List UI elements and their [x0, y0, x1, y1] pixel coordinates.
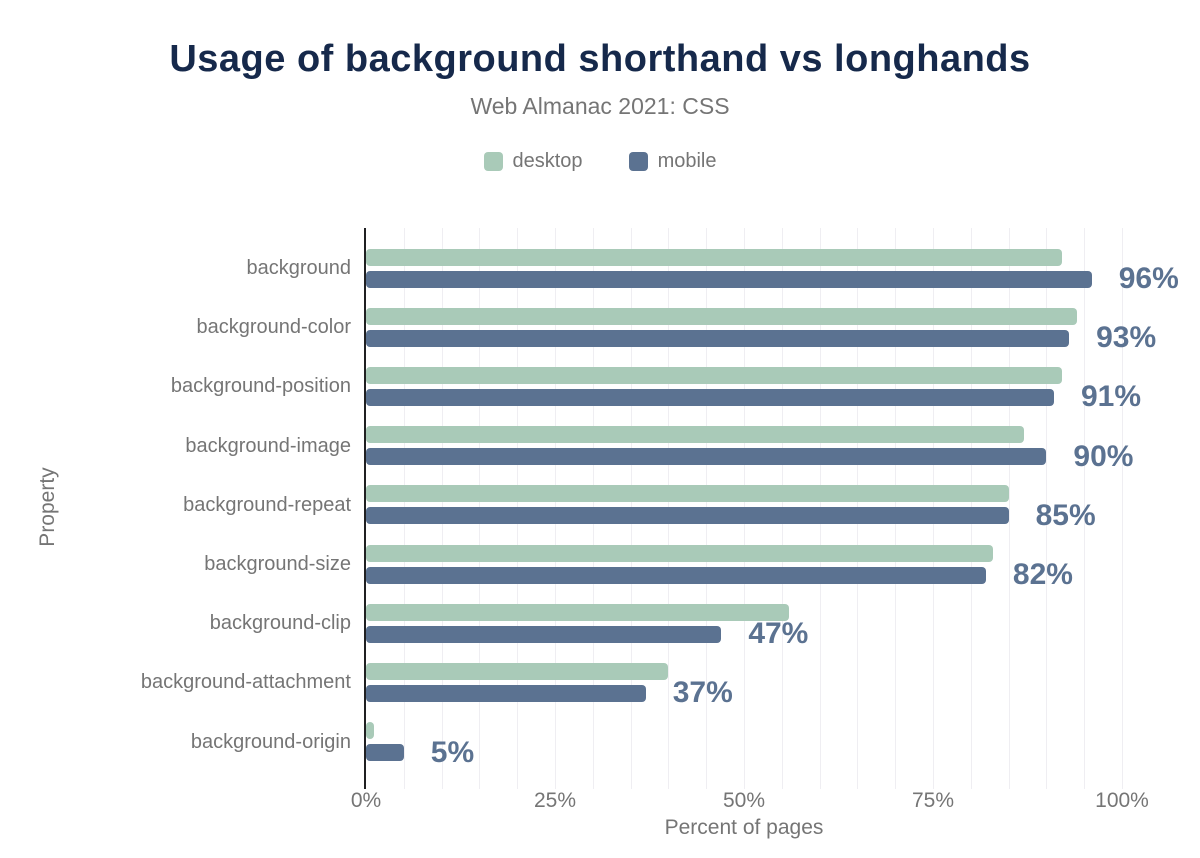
gridline-85	[1008, 228, 1010, 789]
desktop-bar	[366, 307, 1077, 325]
mobile-bar	[366, 744, 404, 762]
legend-item-mobile: mobile	[628, 150, 717, 173]
mobile-bar	[366, 448, 1047, 466]
desktop-swatch-icon	[483, 152, 503, 171]
y-axis-title: Property	[36, 467, 59, 547]
category-label: background-position	[170, 375, 351, 398]
category-label: background-color	[196, 316, 351, 339]
category-label: background-image	[185, 434, 351, 457]
value-label: 93%	[1096, 321, 1157, 355]
category-label: background-origin	[190, 730, 351, 753]
value-label: 37%	[672, 676, 733, 710]
mobile-swatch-icon	[628, 152, 648, 171]
category-label: background-clip	[209, 612, 351, 635]
mobile-bar	[366, 270, 1092, 288]
mobile-bar	[366, 329, 1070, 347]
x-axis-title: Percent of pages	[664, 816, 824, 839]
desktop-bar	[366, 722, 374, 740]
desktop-bar	[366, 248, 1062, 266]
value-label: 5%	[430, 735, 475, 769]
chart-title: Usage of background shorthand vs longhan…	[169, 38, 1031, 80]
category-label: background-repeat	[183, 493, 351, 516]
desktop-bar	[366, 485, 1009, 503]
x-tick-label-100: 100%	[1095, 789, 1149, 812]
legend-label-mobile: mobile	[657, 150, 717, 172]
legend-item-desktop: desktop	[483, 150, 583, 173]
value-label: 82%	[1012, 558, 1073, 591]
value-label: 91%	[1080, 380, 1141, 414]
x-tick-label-75: 75%	[911, 789, 955, 812]
gridline-95	[1084, 228, 1086, 789]
mobile-bar	[366, 388, 1054, 406]
mobile-bar	[366, 507, 1009, 525]
legend: desktop mobile	[0, 150, 1200, 173]
x-tick-label-50: 50%	[722, 789, 766, 812]
category-label: background-attachment	[140, 671, 351, 694]
desktop-bar	[366, 544, 994, 562]
desktop-bar	[366, 426, 1024, 444]
value-label: 85%	[1035, 498, 1096, 532]
value-label: 96%	[1118, 262, 1179, 295]
mobile-bar	[366, 625, 722, 643]
mobile-bar	[366, 566, 986, 584]
x-tick-label-0: 0%	[350, 789, 382, 812]
mobile-bar	[366, 684, 646, 702]
gridline-90	[1046, 228, 1048, 789]
chart-subtitle: Web Almanac 2021: CSS	[470, 93, 730, 119]
gridline-100	[1122, 228, 1123, 789]
value-label: 47%	[748, 617, 809, 651]
desktop-bar	[366, 603, 790, 621]
category-label: background	[246, 257, 351, 279]
x-tick-label-25: 25%	[533, 789, 577, 812]
legend-label-desktop: desktop	[512, 150, 583, 172]
desktop-bar	[366, 662, 669, 680]
desktop-bar	[366, 366, 1062, 384]
category-label: background-size	[204, 553, 351, 575]
value-label: 90%	[1073, 439, 1134, 473]
y-axis-line	[364, 228, 366, 789]
